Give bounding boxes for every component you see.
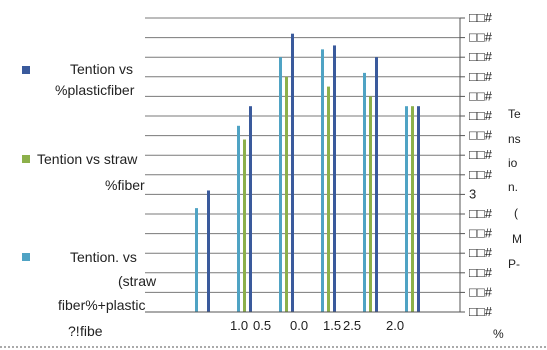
bar — [279, 57, 282, 313]
legend-label-mix-line4: fibe — [80, 323, 103, 339]
x-tick-label: 1.0 — [230, 318, 248, 333]
legend-label-plastic-line1: Tention vs — [70, 61, 133, 77]
y-axis-title-fragment: io — [508, 156, 518, 170]
y-tick-label: □□# — [469, 226, 493, 241]
bar — [321, 49, 324, 313]
bar — [375, 57, 378, 313]
bar — [285, 76, 288, 312]
bar — [195, 208, 198, 312]
legend-swatch-straw — [22, 155, 30, 163]
y-axis-title-fragment: Te — [508, 107, 521, 121]
y-tick-label: □□# — [469, 245, 493, 260]
y-axis-title-fragment: M — [512, 232, 522, 246]
y-tick-label: □□# — [469, 69, 493, 84]
y-tick-label: 3 — [469, 186, 476, 201]
bar — [207, 190, 210, 312]
y-tick-label: □□# — [469, 108, 493, 123]
y-axis-title-fragment: n. — [508, 180, 518, 194]
bar — [369, 96, 372, 313]
y-tick-label: □□# — [469, 10, 493, 25]
legend: Tention vs %plasticfiber Tention vs stra… — [22, 61, 157, 339]
y-tick-label: □□# — [469, 49, 493, 64]
bar — [363, 72, 366, 312]
legend-label-plastic-line2: %plasticfiber — [55, 82, 135, 98]
bar — [327, 86, 330, 312]
legend-label-straw-line2: %fiber — [105, 177, 145, 193]
y-tick-label: □□# — [469, 30, 493, 45]
y-axis-title: Te ns io n. ( M P- — [508, 107, 522, 271]
x-tick-label: 2.5 — [343, 318, 361, 333]
bar — [417, 106, 420, 312]
legend-label-straw-line1: Tention vs straw — [37, 151, 138, 167]
bar — [243, 139, 246, 312]
x-tick-label: 0.5 — [253, 318, 271, 333]
y-tick-labels: □□# □□# □□# □□# □□# □□# 3 □□# □□# □□# □□# □□# □□# □□#… — [469, 10, 493, 319]
bar — [405, 106, 408, 312]
y-tick-label: □□# — [469, 284, 493, 299]
x-tick-label: 0.0 — [290, 318, 308, 333]
x-tick-label: 1.5 — [323, 318, 341, 333]
legend-label-mix-line3: fiber%+plastic — [58, 297, 146, 313]
y-tick-label: □□# — [469, 265, 493, 280]
x-axis-title: % — [493, 327, 504, 341]
x-tick-labels: 1.0 0.5 0.0 1.5 2.5 2.0 — [230, 318, 404, 333]
y-axis-title-fragment: ns — [508, 132, 521, 146]
y-tick-label: □□# — [469, 167, 493, 182]
y-axis-title-fragment: P- — [508, 257, 520, 271]
legend-swatch-mix — [22, 253, 30, 261]
legend-label-mix-line1: Tention. vs — [70, 249, 137, 265]
legend-swatch-plastic — [22, 66, 30, 74]
axes — [145, 17, 465, 313]
y-tick-label: □□# — [469, 147, 493, 162]
y-axis-title-fragment: ( — [514, 206, 518, 220]
y-tick-label: □□# — [469, 206, 493, 221]
bars — [195, 33, 420, 313]
legend-label-mix-line2: (straw — [118, 273, 157, 289]
bar — [291, 33, 294, 313]
bar — [411, 106, 414, 312]
bar — [237, 125, 240, 312]
y-tick-label: □□# — [469, 128, 493, 143]
y-tick-label: □□# — [469, 88, 493, 103]
legend-extra-glyph: ?! — [68, 323, 80, 339]
x-tick-label: 2.0 — [386, 318, 404, 333]
bar — [249, 106, 252, 312]
y-tick-label: □□# — [469, 304, 493, 319]
bar — [333, 45, 336, 312]
